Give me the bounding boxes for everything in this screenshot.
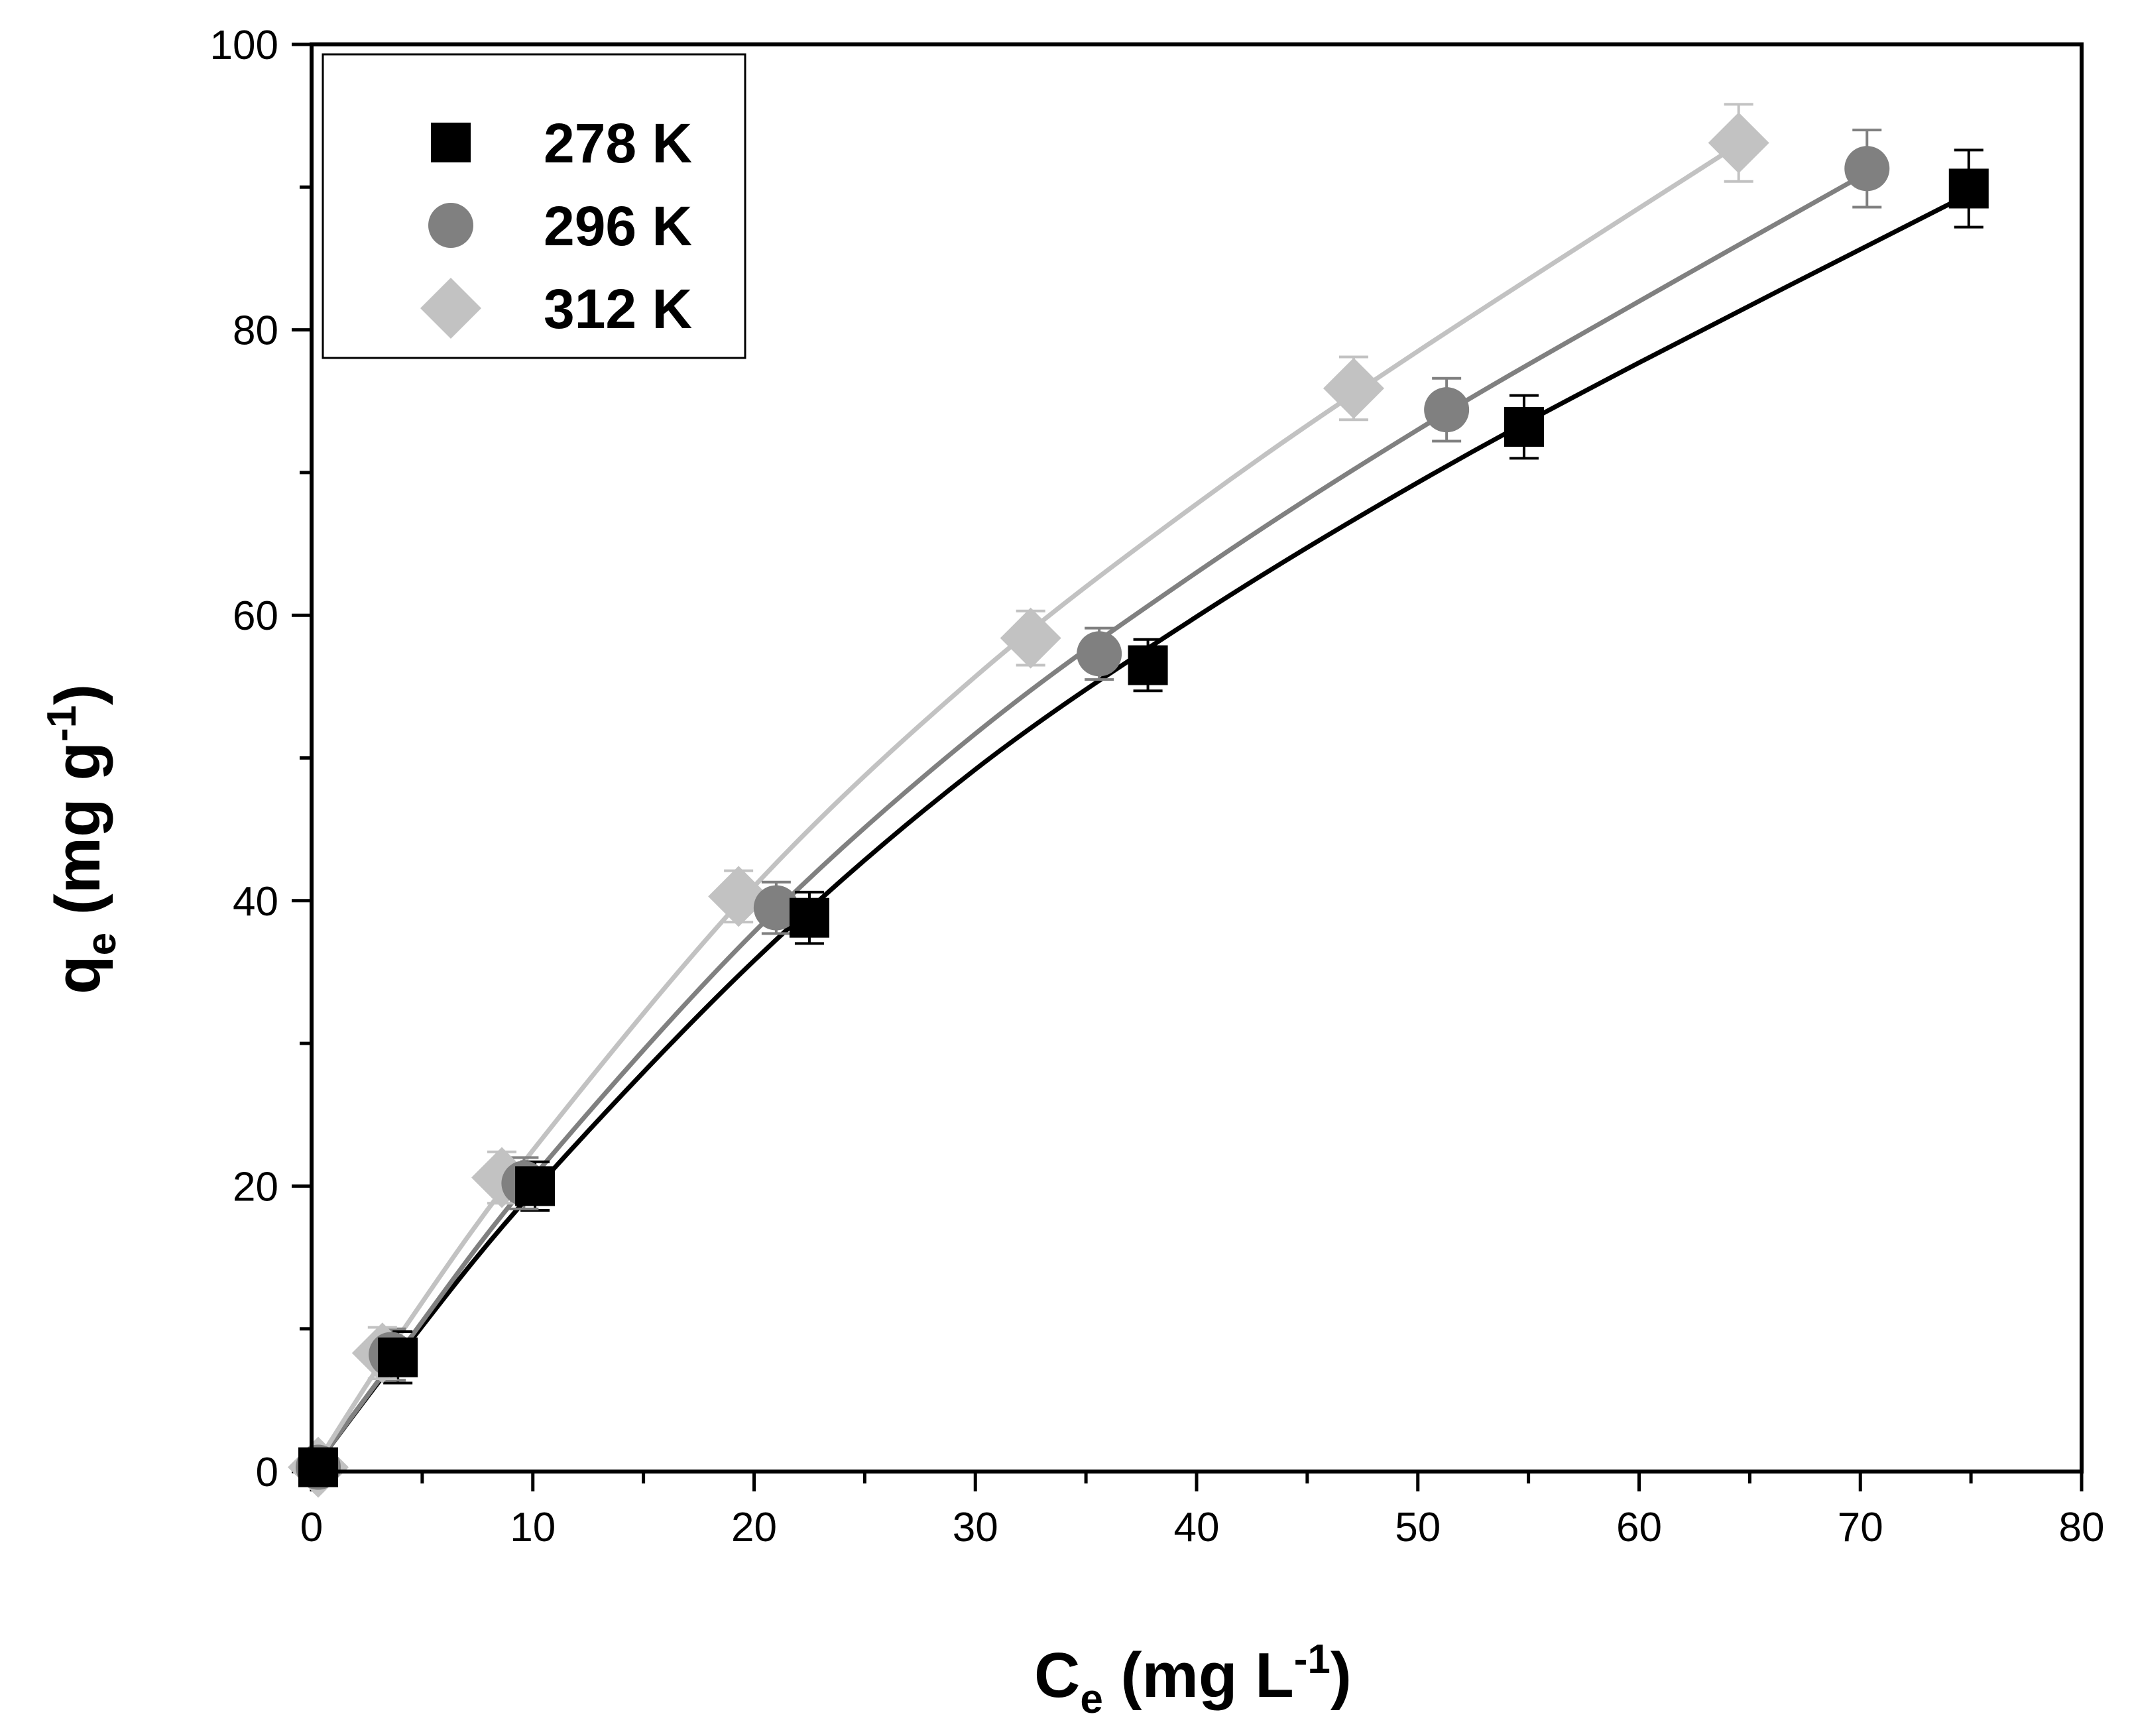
y-tick-label: 40 [233,879,278,925]
x-tick-label: 30 [953,1505,998,1550]
data-point-square [1504,407,1544,447]
legend-label-296: 296 K [544,195,692,257]
data-point-square [789,897,829,938]
y-tick-label: 60 [233,593,278,639]
x-axis-title: Ce (mg L-1) [1034,1637,1352,1722]
data-markers [288,112,1989,1498]
x-tick-label: 0 [300,1505,323,1550]
legend: 278 K 296 K 312 K [322,53,746,359]
legend-marker-circle [428,203,473,248]
legend-box [322,53,746,359]
fit-curve-2 [310,142,1740,1473]
data-point-square [1948,168,1989,209]
x-tick-labels: 0 10 20 30 40 50 60 70 80 [300,1505,2105,1550]
data-point-square [1128,645,1168,685]
y-tick-label: 100 [210,23,278,68]
y-axis-title: qe (mg g-1) [39,684,125,994]
data-point-diamond [1323,357,1384,419]
data-point-circle [1424,387,1470,433]
data-point-diamond [1000,607,1061,669]
data-point-circle [1077,631,1122,677]
x-tick-label: 10 [510,1505,556,1550]
x-tick-label: 20 [731,1505,777,1550]
y-tick-label: 0 [256,1450,278,1495]
fit-curve-0 [310,192,1970,1474]
y-tick-label: 80 [233,308,278,354]
x-tick-label: 60 [1616,1505,1662,1550]
y-tick-label: 20 [233,1164,278,1210]
legend-label-278: 278 K [544,112,692,174]
data-point-circle [1844,146,1890,192]
y-tick-labels: 0 20 40 60 80 100 [210,23,278,1495]
fit-curves [310,142,1970,1474]
data-point-square [298,1447,339,1487]
fit-curve-1 [310,170,1868,1474]
data-point-diamond [708,866,770,927]
data-point-square [515,1166,556,1206]
x-tick-label: 70 [1838,1505,1883,1550]
x-tick-label: 50 [1395,1505,1441,1550]
legend-marker-square [431,123,471,162]
data-point-square [378,1337,418,1377]
legend-markers [420,123,481,339]
data-point-diamond [1708,112,1769,174]
legend-marker-diamond [420,278,481,339]
data-point-circle [753,885,799,931]
x-tick-label: 80 [2059,1505,2105,1550]
x-tick-label: 40 [1174,1505,1220,1550]
legend-label-312: 312 K [544,278,692,340]
plot-frame [310,42,2084,1474]
